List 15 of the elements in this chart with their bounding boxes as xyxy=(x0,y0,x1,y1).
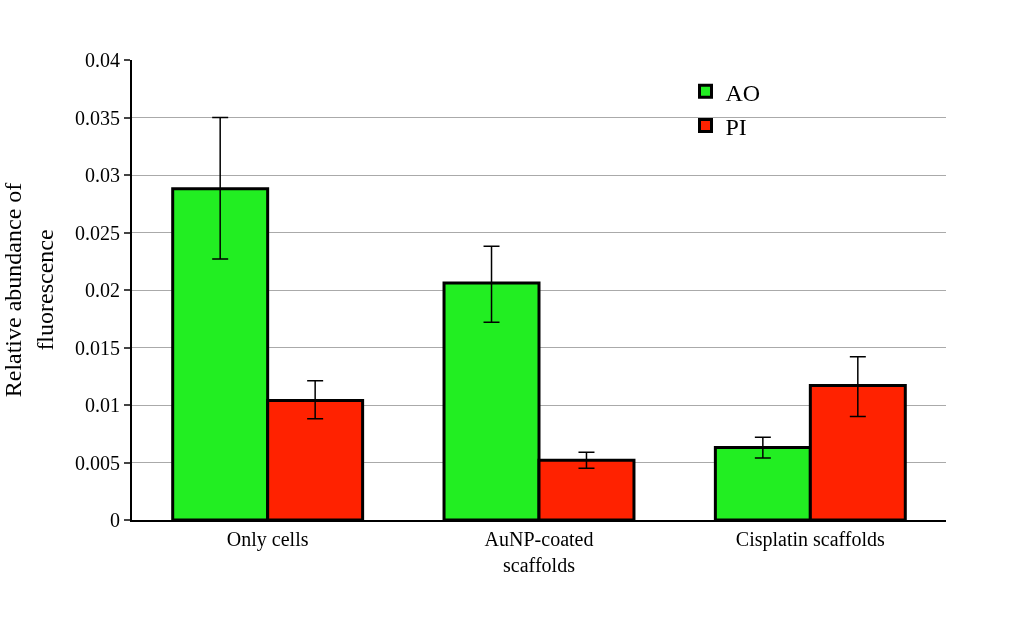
y-axis-title: Relative abundance of fluorescence xyxy=(0,182,58,398)
y-tick-label: 0.01 xyxy=(85,394,120,416)
y-tick-label: 0 xyxy=(110,509,120,531)
y-tick-label: 0.035 xyxy=(75,106,120,129)
x-tick-label: AuNP-coated scaffolds xyxy=(484,528,594,576)
legend-label: AO xyxy=(725,79,761,106)
y-tick-label: 0.005 xyxy=(75,451,120,474)
y-tick-label: 0.03 xyxy=(85,164,120,186)
y-tick-label: 0.04 xyxy=(85,49,120,71)
y-tick-label: 0.02 xyxy=(85,279,120,301)
x-tick-label: Only cells xyxy=(226,528,309,551)
legend-label: PI xyxy=(725,113,747,140)
y-tick-label: 0.015 xyxy=(75,336,120,359)
y-tick-label: 0.025 xyxy=(75,221,120,244)
x-tick-label: Cisplatin scaffolds xyxy=(735,528,886,551)
